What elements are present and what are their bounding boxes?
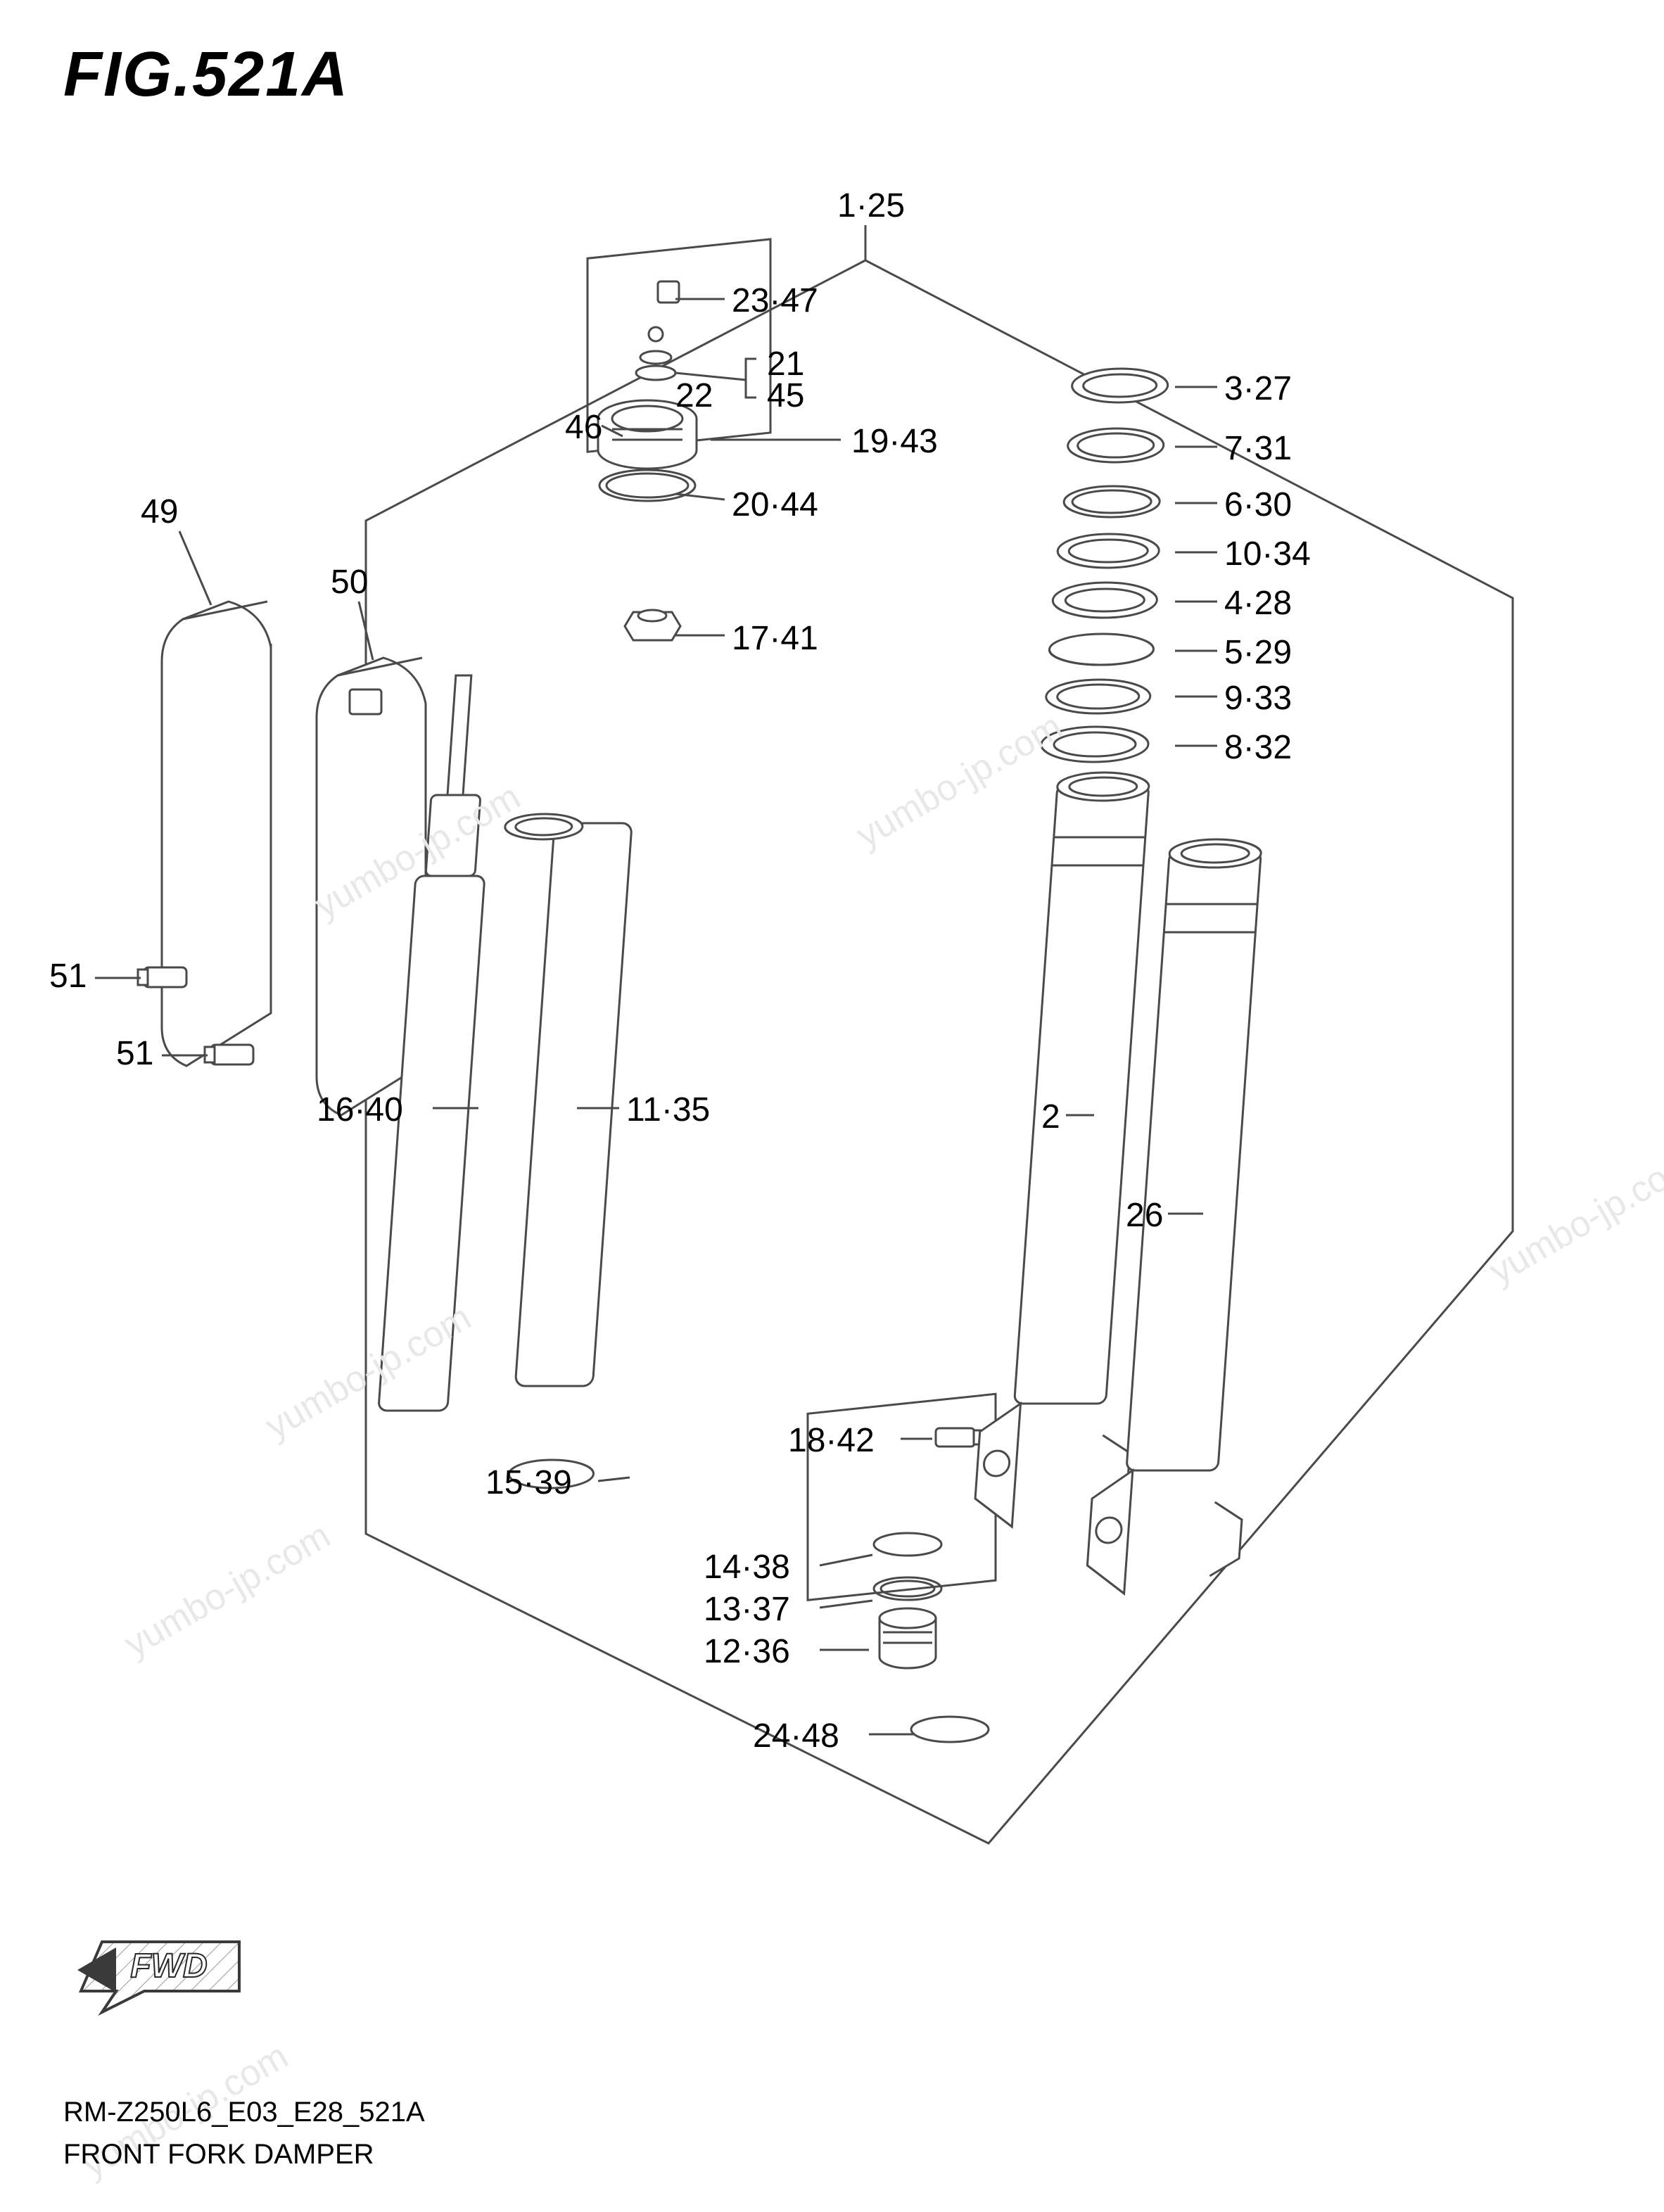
part-locknut	[625, 610, 680, 640]
part-ring-24	[911, 1717, 989, 1742]
model-code: RM-Z250L6_E03_E28_521A	[63, 2097, 425, 2128]
figure-name: FRONT FORK DAMPER	[63, 2139, 374, 2170]
callout-50: 50	[331, 563, 368, 602]
callout-51b: 51	[116, 1034, 153, 1073]
callout-3-27: 3·27	[1224, 369, 1292, 408]
callout-24-48: 24·48	[753, 1717, 839, 1755]
callout-6-30: 6·30	[1224, 485, 1292, 524]
callout-19-43: 19·43	[851, 422, 938, 461]
callout-12-36: 12·36	[704, 1632, 790, 1671]
part-bolt-18	[936, 1428, 984, 1447]
callout-23-47: 23·47	[732, 281, 818, 320]
part-top-subparts	[636, 327, 675, 380]
callout-15-39: 15·39	[485, 1463, 572, 1502]
callout-49: 49	[141, 492, 178, 531]
callout-7-31: 7·31	[1224, 429, 1292, 468]
part-seal-stack	[1040, 369, 1174, 762]
callout-17-41: 17·41	[732, 619, 818, 658]
bracket-21-22-45	[746, 359, 756, 398]
callout-1-25: 1·25	[837, 186, 905, 225]
part-bolt-12	[879, 1608, 936, 1668]
callout-45: 45	[767, 376, 804, 415]
callout-13-37: 13·37	[704, 1590, 790, 1629]
callout-26: 26	[1126, 1196, 1163, 1235]
diagram-container: FIG.521A	[0, 0, 1664, 2212]
callout-2: 2	[1041, 1098, 1060, 1136]
callout-5-29: 5·29	[1224, 633, 1292, 672]
callout-46: 46	[565, 408, 602, 447]
part-bolt-51a	[138, 967, 186, 987]
diagram-svg	[0, 0, 1664, 2212]
fwd-text: FWD	[130, 1947, 207, 1985]
part-guard-left	[162, 602, 271, 1066]
part-tube-11	[504, 814, 633, 1386]
leader-15-39	[598, 1477, 630, 1481]
part-oring-20	[599, 470, 695, 501]
callout-51a: 51	[49, 957, 87, 996]
callout-8-32: 8·32	[1224, 728, 1292, 767]
part-bolt-51b	[205, 1045, 253, 1064]
callout-14-38: 14·38	[704, 1548, 790, 1587]
callout-22: 22	[675, 376, 713, 415]
callout-16-40: 16·40	[317, 1091, 403, 1129]
leader-49	[179, 531, 211, 605]
leader-14-38	[820, 1555, 872, 1565]
fwd-badge: FWD	[63, 1921, 246, 2037]
callout-18-42: 18·42	[788, 1421, 875, 1460]
callout-11-35: 11·35	[626, 1091, 710, 1129]
callout-4-28: 4·28	[1224, 584, 1292, 623]
callout-9-33: 9·33	[1224, 679, 1292, 718]
callout-20-44: 20·44	[732, 485, 818, 524]
leader-13-37	[820, 1601, 872, 1608]
part-oring-14	[874, 1533, 941, 1556]
callout-10-34: 10·34	[1224, 535, 1311, 573]
